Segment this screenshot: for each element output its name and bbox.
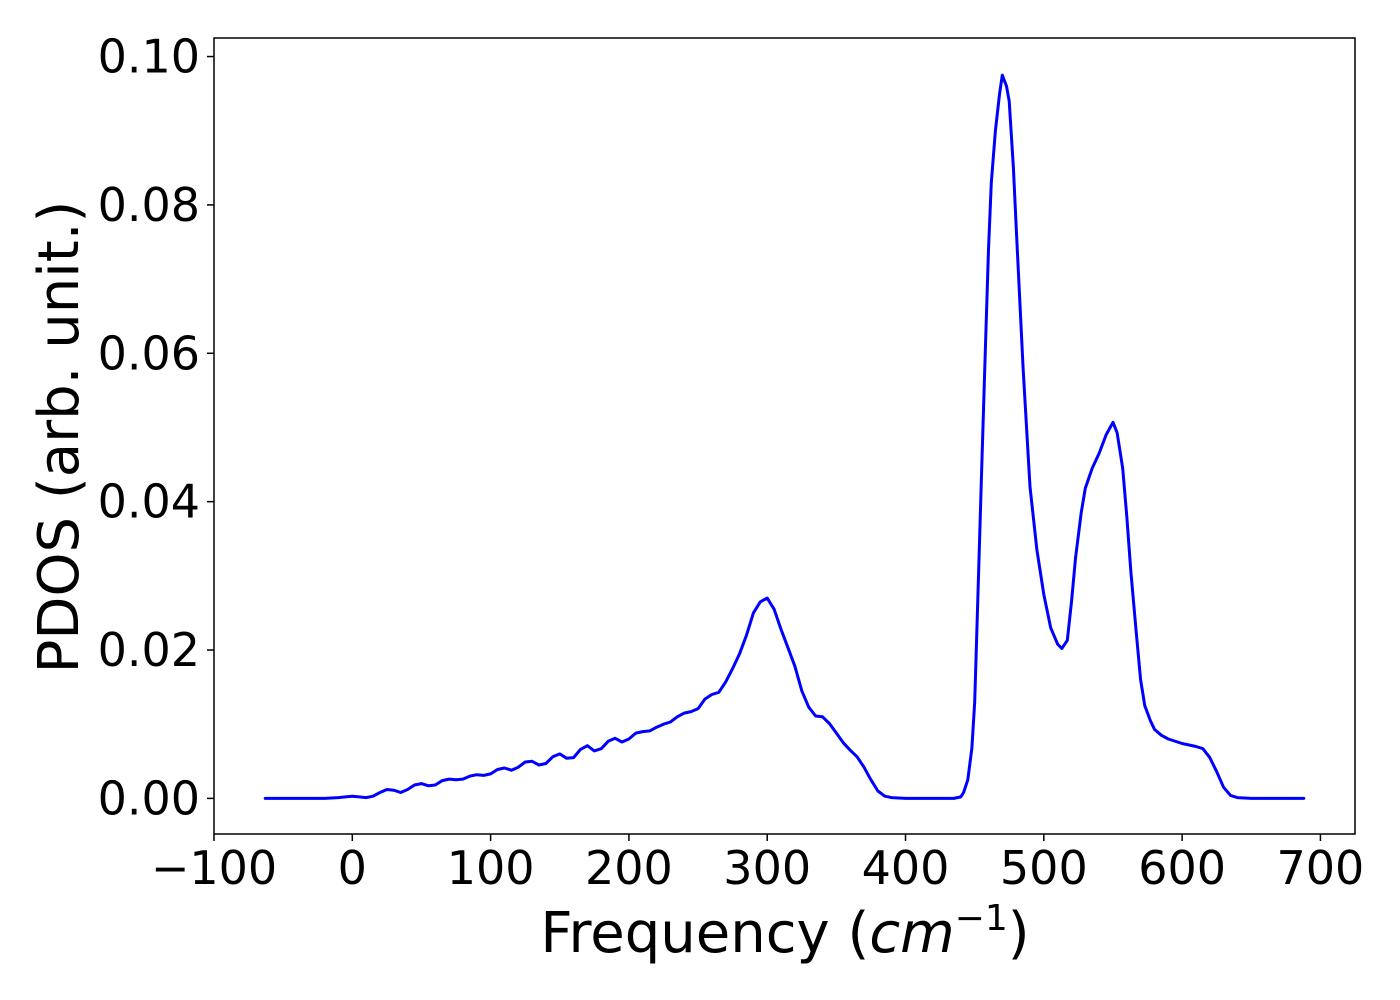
x-axis-label: Frequency (cm−1) (540, 898, 1029, 966)
x-tick-label: 100 (447, 841, 535, 895)
x-axis-ticks: −100 0 100 200 300 400 500 600 700 (151, 834, 1365, 895)
x-axis-label-exponent: −1 (955, 898, 1008, 939)
x-tick-label: 400 (862, 841, 950, 895)
x-tick-label: −100 (151, 841, 277, 895)
y-tick-label: 0.00 (98, 771, 200, 825)
x-axis-label-unit: cm (869, 901, 954, 966)
x-tick-label: 200 (585, 841, 673, 895)
x-tick-label: 500 (1000, 841, 1088, 895)
x-tick-label: 0 (338, 841, 367, 895)
plot-frame (213, 37, 1356, 835)
y-axis-label: PDOS (arb. unit.) (27, 201, 92, 674)
y-tick-label: 0.06 (98, 326, 200, 380)
y-axis-ticks: 0.00 0.02 0.04 0.06 0.08 0.10 (98, 30, 214, 825)
x-axis-label-suffix: ) (1008, 901, 1030, 966)
x-axis-label-prefix: Frequency ( (540, 901, 869, 966)
y-tick-label: 0.02 (98, 623, 200, 677)
x-tick-label: 700 (1277, 841, 1365, 895)
y-tick-label: 0.04 (98, 475, 200, 529)
pdos-series-line (263, 73, 1306, 800)
y-tick-label: 0.08 (98, 178, 200, 232)
x-tick-label: 300 (723, 841, 811, 895)
x-tick-label: 600 (1138, 841, 1226, 895)
y-tick-label: 0.10 (98, 30, 200, 84)
